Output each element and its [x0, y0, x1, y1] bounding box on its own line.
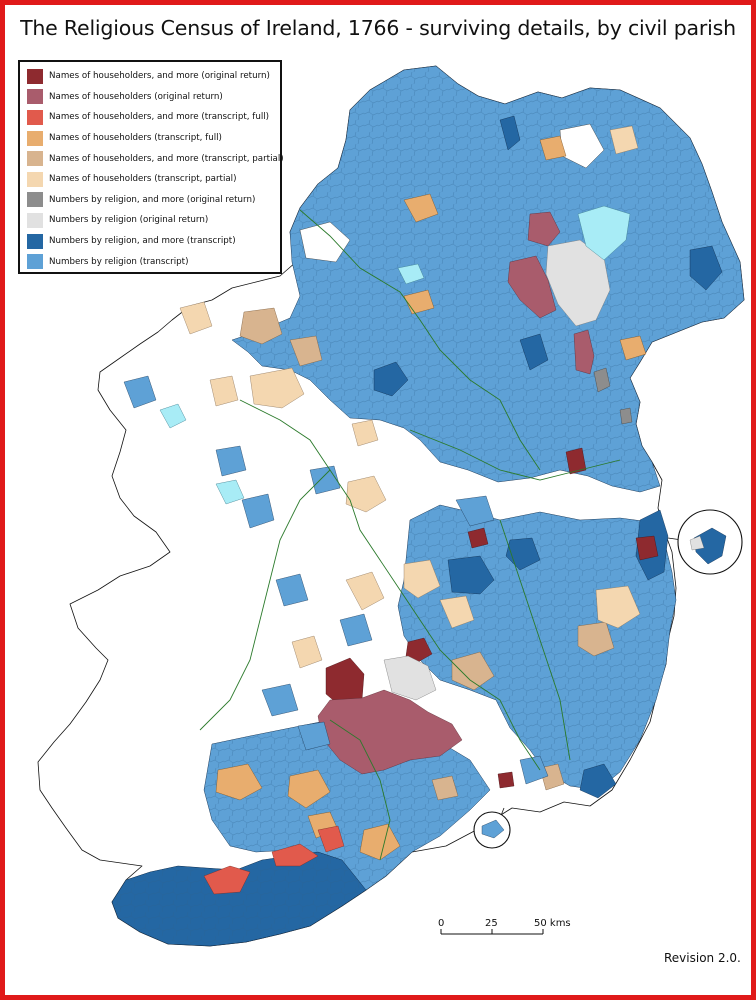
scale-tick-50: 50 kms	[534, 918, 571, 929]
patches-names-original	[317, 211, 595, 775]
province-boundaries	[199, 209, 621, 861]
legend-swatch	[27, 109, 43, 125]
patches-names-and-more-transcript-partial	[239, 307, 615, 801]
legend-swatch	[27, 68, 43, 84]
legend-label: Names of householders (transcript, parti…	[49, 174, 237, 185]
scale-tick-25: 25	[485, 918, 498, 929]
map-legend: Names of householders, and more (origina…	[18, 60, 284, 274]
patches-numbers-and-more-transcript	[373, 115, 723, 799]
legend-label: Names of householders, and more (origina…	[49, 71, 270, 82]
lakes	[159, 205, 631, 505]
patches-names-transcript-partial	[179, 125, 641, 669]
legend-swatch	[27, 151, 43, 167]
scale-tick-0: 0	[438, 918, 444, 929]
patches-names-and-more-original	[325, 447, 659, 789]
legend-swatch	[27, 192, 43, 208]
legend-label: Names of householders, and more (transcr…	[49, 153, 284, 164]
patches-names-and-more-transcript-full	[203, 825, 345, 895]
legend-item: Numbers by religion (transcript)	[27, 251, 274, 272]
legend-label: Numbers by religion, and more (transcrip…	[49, 236, 236, 247]
legend-label: Names of householders, and more (transcr…	[49, 112, 270, 123]
legend-label: Names of householders (original return)	[49, 91, 223, 102]
revision-note: Revision 2.0.	[664, 951, 741, 965]
legend-swatch	[27, 233, 43, 249]
legend-swatch	[27, 212, 43, 228]
patches-numbers-original	[383, 239, 611, 701]
legend-item: Names of householders (transcript, parti…	[27, 169, 274, 190]
patches-numbers-and-more-original	[593, 367, 633, 425]
inset-waterford	[473, 807, 511, 849]
legend-label: Numbers by religion, and more (original …	[49, 194, 256, 205]
legend-item: Names of householders, and more (transcr…	[27, 107, 274, 128]
inset-dublin	[667, 509, 743, 575]
legend-swatch	[27, 130, 43, 146]
legend-item: Names of householders (transcript, full)	[27, 128, 274, 149]
legend-label: Numbers by religion (original return)	[49, 215, 209, 226]
legend-item: Numbers by religion, and more (transcrip…	[27, 231, 274, 252]
legend-swatch	[27, 254, 43, 270]
legend-item: Numbers by religion (original return)	[27, 210, 274, 231]
legend-label: Numbers by religion (transcript)	[49, 256, 189, 267]
patches-names-transcript-full	[215, 135, 647, 861]
legend-swatch	[27, 89, 43, 105]
legend-label: Names of householders (transcript, full)	[49, 133, 222, 144]
legend-swatch	[27, 171, 43, 187]
patches-numbers-transcript-west	[123, 375, 549, 785]
legend-item: Names of householders, and more (origina…	[27, 66, 274, 87]
map-title: The Religious Census of Ireland, 1766 - …	[20, 16, 736, 40]
legend-item: Numbers by religion, and more (original …	[27, 190, 274, 211]
legend-item: Names of householders (original return)	[27, 87, 274, 108]
legend-item: Names of householders, and more (transcr…	[27, 148, 284, 169]
scale-bar: 0 25 50 kms	[438, 918, 571, 935]
